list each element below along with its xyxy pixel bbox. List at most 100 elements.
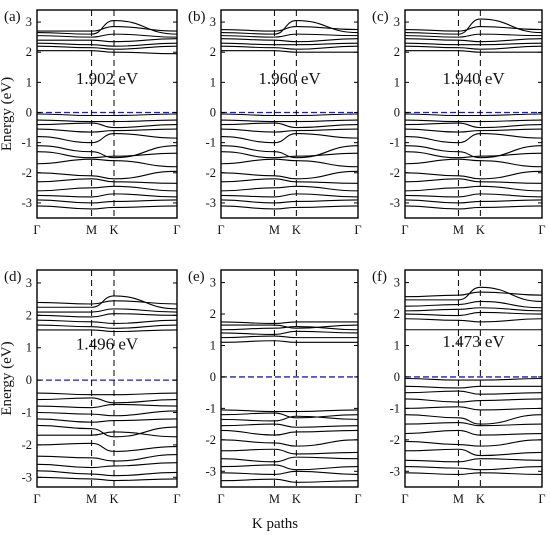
y-axis-title: Energy (eV) [0,77,15,151]
y-tick-label: -1 [22,406,32,420]
y-tick-label: 0 [26,373,32,387]
conduction-band-line [405,18,542,35]
valence-band-line [405,406,542,411]
y-axis-title: Energy (eV) [0,341,15,415]
conduction-band-line [221,38,358,43]
x-tick-label: K [476,492,485,506]
valence-band-line [221,415,358,422]
valence-band-line [405,170,542,180]
valence-band-line [221,456,358,463]
conduction-band-line [37,26,177,32]
valence-band-line [405,205,542,210]
x-tick-label: M [86,223,97,237]
conduction-band-line [405,291,542,298]
y-tick-label: 0 [26,105,32,119]
panel-letter: (d) [4,269,22,285]
conduction-band-line [221,42,358,46]
conduction-band-line [37,45,177,50]
panel-frame [404,269,543,488]
conduction-band-line [405,311,542,317]
valence-band-line [405,145,542,159]
conduction-band-line [405,26,542,32]
y-tick-label: 3 [394,15,400,29]
x-tick-label: Γ [217,492,224,506]
valence-band-line [221,133,358,144]
y-tick-label: -2 [390,433,400,447]
bands-group [221,321,358,483]
y-tick-label: 3 [26,276,32,290]
panel-frame [220,9,359,219]
gap-label: 1.902 eV [76,69,139,88]
panel-letter: (a) [4,9,21,25]
conduction-band-line [37,50,177,55]
bands-group [405,18,542,210]
x-tick-label: Γ [538,492,545,506]
valence-band-line [405,466,542,471]
valence-band-line [405,448,542,457]
y-tick-label: 1 [26,75,32,89]
panel-letter: (b) [188,9,206,25]
y-tick-label: 2 [210,45,216,59]
y-tick-label: -3 [206,196,216,210]
y-tick-label: -3 [22,196,32,210]
y-tick-label: 2 [210,307,216,321]
bands-group [405,286,542,475]
valence-band-line [405,193,542,198]
valence-band-line [221,464,358,471]
conduction-band-line [221,321,358,325]
x-tick-label: Γ [173,492,180,506]
y-tick-label: -3 [206,464,216,478]
y-tick-label: -2 [22,438,32,452]
valence-band-line [405,377,542,381]
y-tick-label: -1 [206,401,216,415]
valence-band-line [405,439,542,447]
valence-band-line [37,178,177,184]
y-tick-label: -2 [22,166,32,180]
conduction-band-line [221,26,358,32]
valence-band-line [405,429,542,436]
x-tick-label: Γ [354,492,361,506]
gap-label: 1.940 eV [442,69,505,88]
x-tick-label: K [292,223,301,237]
valence-band-line [221,448,358,455]
x-tick-label: K [476,223,485,237]
conduction-band-line [37,20,177,35]
conduction-band-line [37,42,177,47]
valence-band-line [221,151,358,159]
valence-band-line [37,392,177,396]
y-tick-label: -1 [206,136,216,150]
valence-band-line [221,205,358,210]
bands-group [221,20,358,210]
panel-frame [36,9,178,219]
valence-band-line [221,170,358,180]
y-tick-label: 1 [210,75,216,89]
valence-band-line [405,133,542,144]
conduction-band-line [405,50,542,53]
y-tick-label: 1 [26,341,32,355]
valence-band-line [221,178,358,184]
bands-group [37,20,177,210]
valence-band-line [37,462,177,469]
x-tick-label: Γ [401,492,408,506]
panel-letter: (e) [188,269,205,285]
conduction-band-line [405,42,542,46]
valence-band-line [405,398,542,403]
panel-letter: (f) [372,269,387,285]
valence-band-line [37,470,177,477]
valence-band-line [405,472,542,475]
y-tick-label: 3 [210,15,216,29]
y-tick-label: 2 [394,45,400,59]
x-tick-label: Γ [354,223,361,237]
conduction-band-line [37,329,177,333]
gap-label: 1.473 eV [442,332,505,351]
valence-band-line [221,185,358,192]
valence-band-line [37,158,177,168]
x-tick-label: Γ [401,223,408,237]
y-tick-label: 0 [394,105,400,119]
conduction-band-line [405,286,542,302]
y-tick-label: 1 [394,338,400,352]
valence-band-line [221,429,358,436]
valence-band-line [405,458,542,463]
